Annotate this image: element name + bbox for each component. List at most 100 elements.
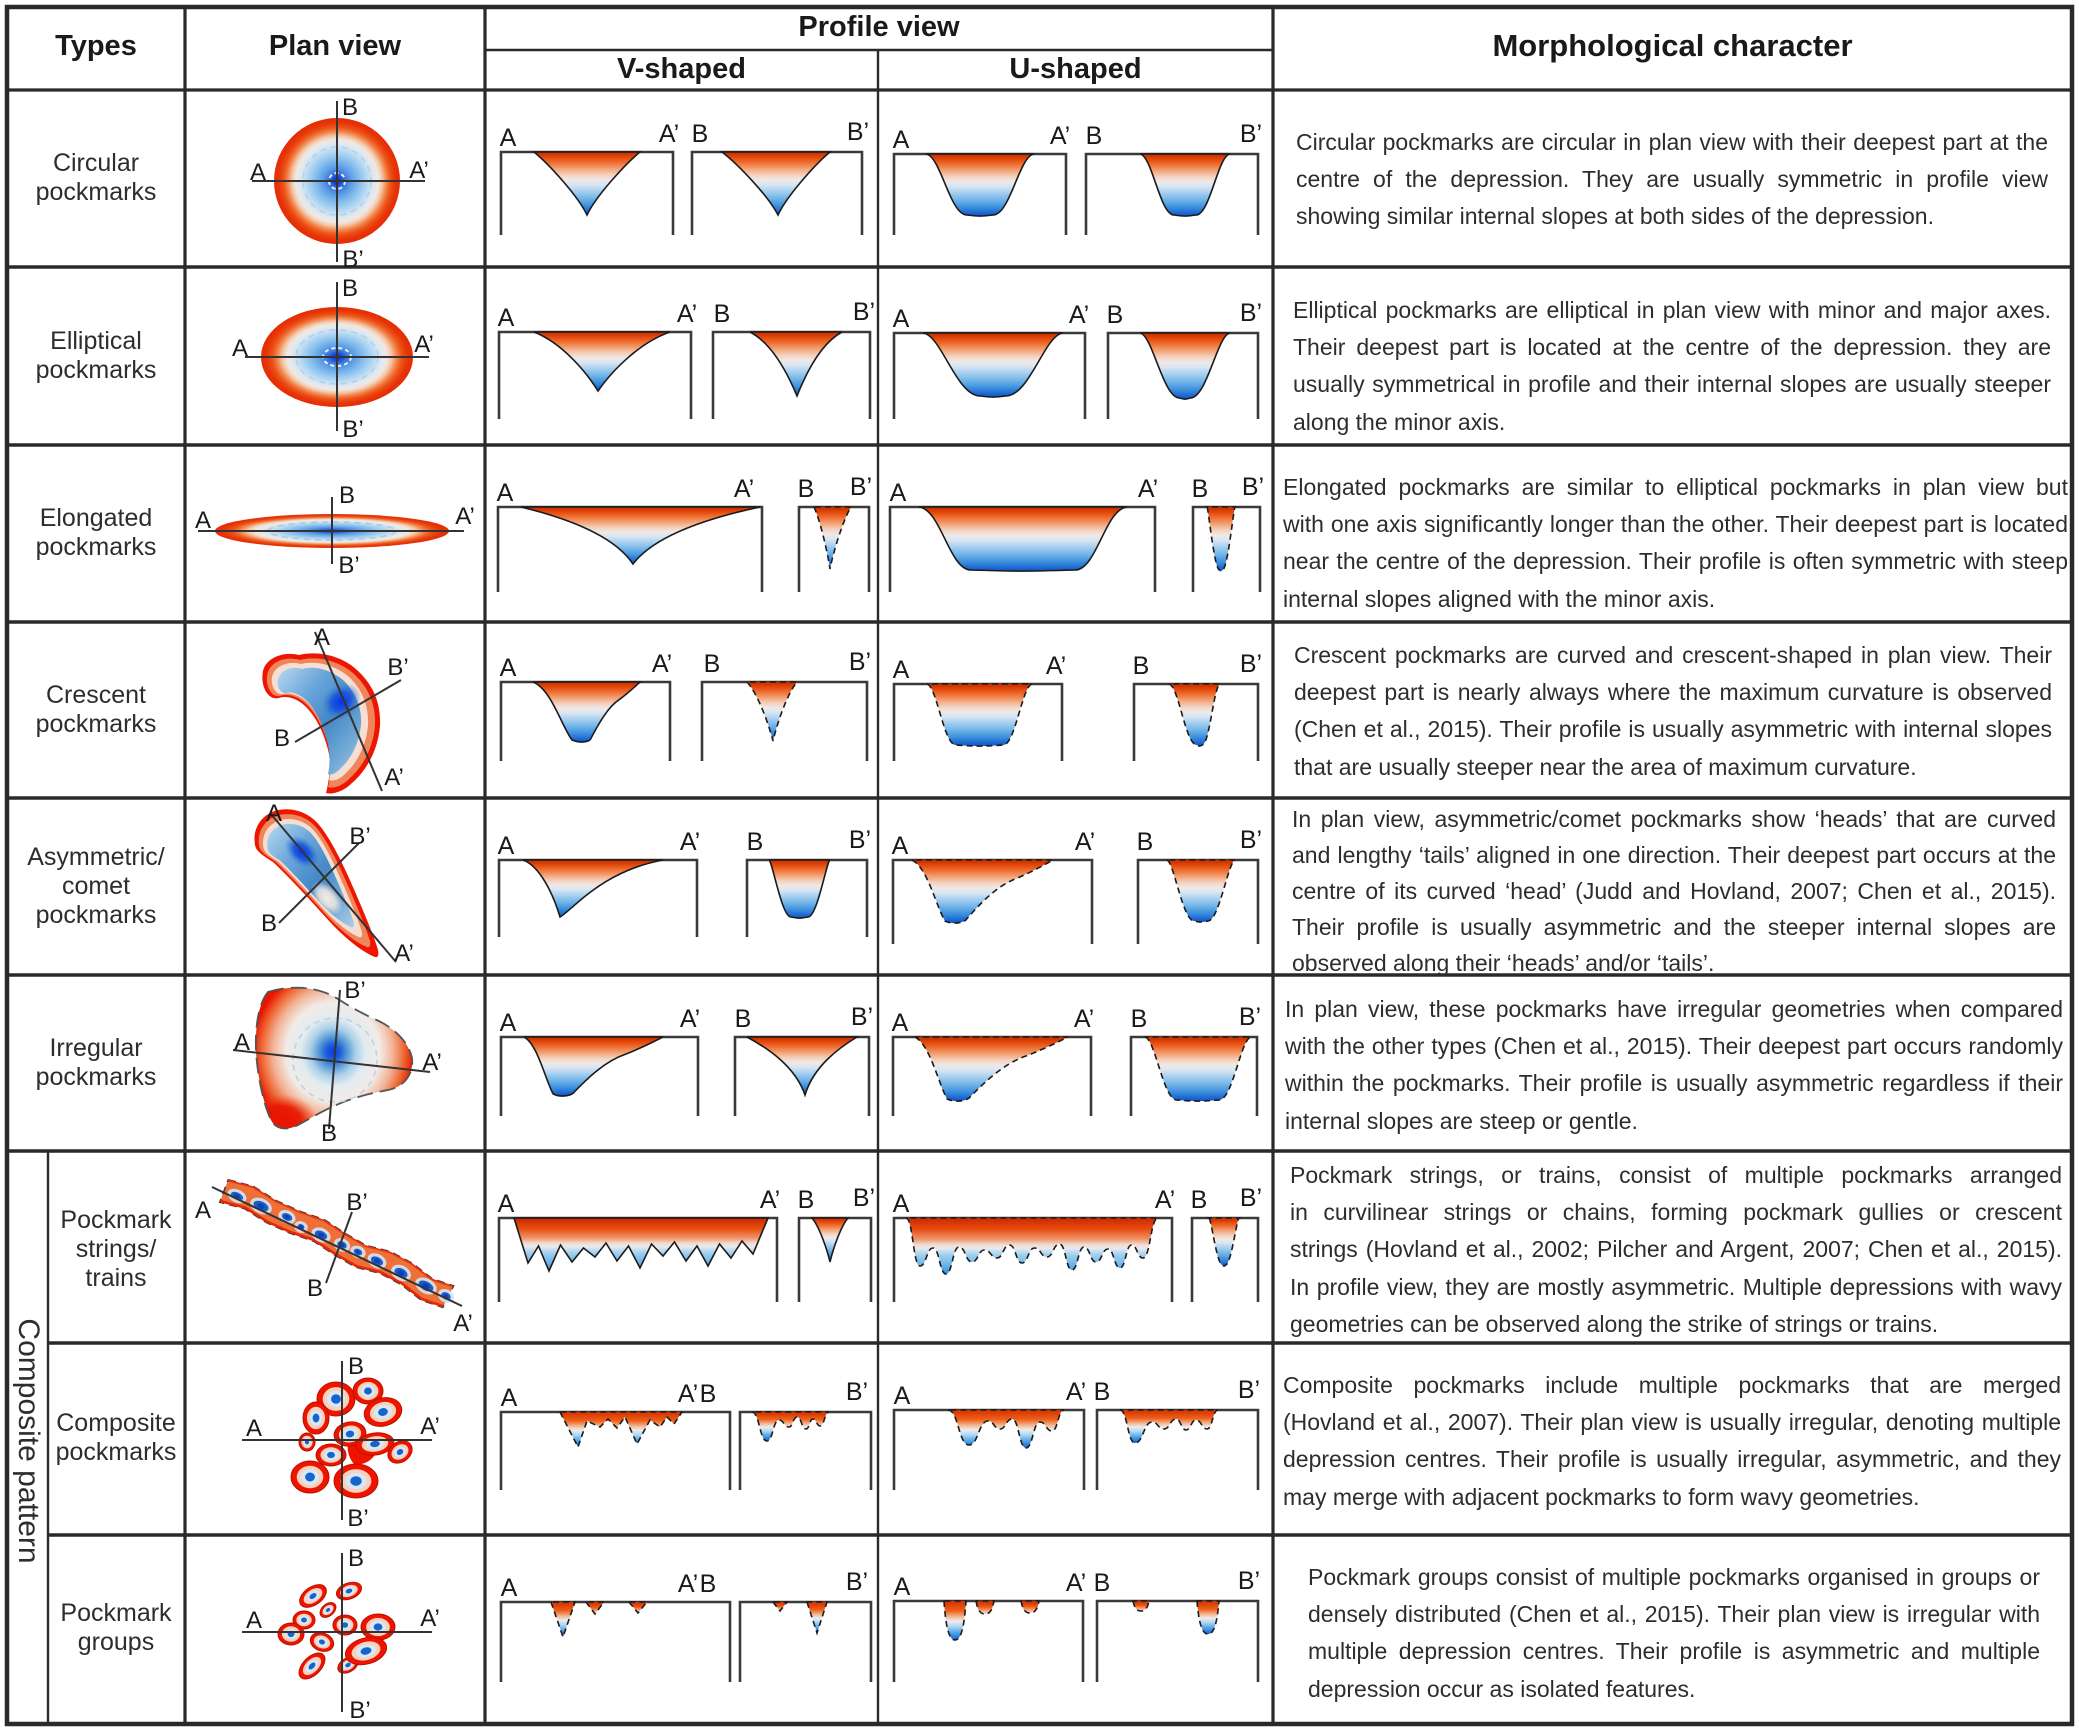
svg-text:A’: A’ <box>734 475 754 503</box>
svg-text:A: A <box>195 507 211 534</box>
svg-text:A: A <box>314 624 330 651</box>
svg-text:B: B <box>1133 652 1150 680</box>
svg-text:A’: A’ <box>453 1310 473 1337</box>
svg-text:A’: A’ <box>384 764 404 791</box>
svg-text:B’: B’ <box>342 416 363 443</box>
svg-text:B’: B’ <box>853 298 875 326</box>
svg-text:A: A <box>501 1384 518 1412</box>
svg-text:A: A <box>266 800 282 827</box>
svg-text:A: A <box>500 124 517 152</box>
svg-text:B: B <box>1094 1378 1111 1406</box>
svg-text:B’: B’ <box>853 1184 875 1212</box>
svg-text:B’: B’ <box>344 977 365 1004</box>
svg-text:B’: B’ <box>342 246 363 273</box>
svg-text:B’: B’ <box>349 1697 370 1724</box>
svg-text:B: B <box>261 910 277 937</box>
svg-text:B: B <box>321 1120 337 1147</box>
svg-text:A: A <box>497 479 514 507</box>
svg-text:A: A <box>893 1190 910 1218</box>
svg-text:B: B <box>1107 301 1124 329</box>
svg-text:A’: A’ <box>1138 475 1158 503</box>
svg-text:B: B <box>1191 1186 1208 1214</box>
svg-text:B: B <box>1192 475 1209 503</box>
svg-text:A: A <box>893 305 910 333</box>
svg-text:B: B <box>339 482 355 509</box>
svg-text:B: B <box>1131 1005 1148 1033</box>
svg-text:B’: B’ <box>1239 1003 1261 1031</box>
svg-text:A’: A’ <box>652 650 672 678</box>
svg-text:B: B <box>714 300 731 328</box>
svg-text:B: B <box>1137 828 1154 856</box>
svg-text:A: A <box>893 126 910 154</box>
svg-text:A’: A’ <box>659 120 679 148</box>
svg-text:A’: A’ <box>1155 1186 1175 1214</box>
svg-text:A’: A’ <box>678 1380 698 1408</box>
svg-text:B: B <box>307 1275 323 1302</box>
svg-text:A: A <box>893 656 910 684</box>
svg-text:B: B <box>1086 122 1103 150</box>
svg-text:A: A <box>500 654 517 682</box>
svg-text:A: A <box>500 1009 517 1037</box>
svg-text:A’: A’ <box>680 828 700 856</box>
svg-text:B: B <box>1094 1569 1111 1597</box>
svg-text:A’: A’ <box>760 1186 780 1214</box>
svg-text:B: B <box>692 120 709 148</box>
svg-text:B’: B’ <box>849 826 871 854</box>
svg-text:A’: A’ <box>677 300 697 328</box>
svg-text:A: A <box>195 1197 211 1224</box>
svg-text:B’: B’ <box>338 552 359 579</box>
svg-text:B: B <box>348 1353 364 1380</box>
svg-text:A: A <box>232 335 248 362</box>
svg-text:B’: B’ <box>1238 1567 1260 1595</box>
svg-text:B’: B’ <box>347 1505 368 1532</box>
svg-text:A: A <box>892 832 909 860</box>
svg-text:A: A <box>246 1607 262 1634</box>
svg-text:B: B <box>747 828 764 856</box>
svg-text:B: B <box>342 94 358 121</box>
svg-text:B’: B’ <box>1240 1184 1262 1212</box>
svg-text:B’: B’ <box>847 118 869 146</box>
svg-text:A’: A’ <box>420 1413 440 1440</box>
svg-text:A: A <box>498 1190 515 1218</box>
svg-text:B’: B’ <box>1240 299 1262 327</box>
svg-text:A’: A’ <box>1066 1378 1086 1406</box>
svg-text:A’: A’ <box>1075 828 1095 856</box>
svg-text:A: A <box>890 479 907 507</box>
svg-text:B: B <box>342 275 358 302</box>
svg-text:B’: B’ <box>346 1189 367 1216</box>
svg-text:B: B <box>700 1570 717 1598</box>
svg-text:B: B <box>798 1186 815 1214</box>
svg-text:A: A <box>498 832 515 860</box>
svg-text:B: B <box>274 725 290 752</box>
svg-text:A’: A’ <box>680 1005 700 1033</box>
svg-text:A’: A’ <box>422 1049 442 1076</box>
svg-text:B: B <box>735 1005 752 1033</box>
svg-text:A: A <box>498 304 515 332</box>
svg-text:B: B <box>798 475 815 503</box>
svg-text:B’: B’ <box>851 1003 873 1031</box>
svg-text:A’: A’ <box>420 1605 440 1632</box>
svg-text:A’: A’ <box>1066 1569 1086 1597</box>
svg-text:A’: A’ <box>394 940 414 967</box>
svg-text:A’: A’ <box>409 157 429 184</box>
svg-text:A’: A’ <box>455 503 475 530</box>
svg-text:A: A <box>246 1415 262 1442</box>
svg-text:B’: B’ <box>1238 1376 1260 1404</box>
svg-text:B’: B’ <box>387 654 408 681</box>
svg-text:B: B <box>704 650 721 678</box>
svg-text:A: A <box>501 1574 518 1602</box>
svg-text:B’: B’ <box>849 648 871 676</box>
svg-text:A’: A’ <box>1046 652 1066 680</box>
svg-text:A’: A’ <box>1074 1005 1094 1033</box>
svg-text:A’: A’ <box>1069 301 1089 329</box>
svg-text:B’: B’ <box>846 1378 868 1406</box>
svg-text:B’: B’ <box>1240 826 1262 854</box>
svg-text:B’: B’ <box>1242 473 1264 501</box>
svg-text:A’: A’ <box>678 1570 698 1598</box>
svg-text:B’: B’ <box>1240 120 1262 148</box>
svg-text:A: A <box>894 1573 911 1601</box>
svg-text:A’: A’ <box>414 331 434 358</box>
svg-text:B: B <box>348 1545 364 1572</box>
svg-text:A: A <box>250 159 266 186</box>
svg-text:A: A <box>234 1029 250 1056</box>
